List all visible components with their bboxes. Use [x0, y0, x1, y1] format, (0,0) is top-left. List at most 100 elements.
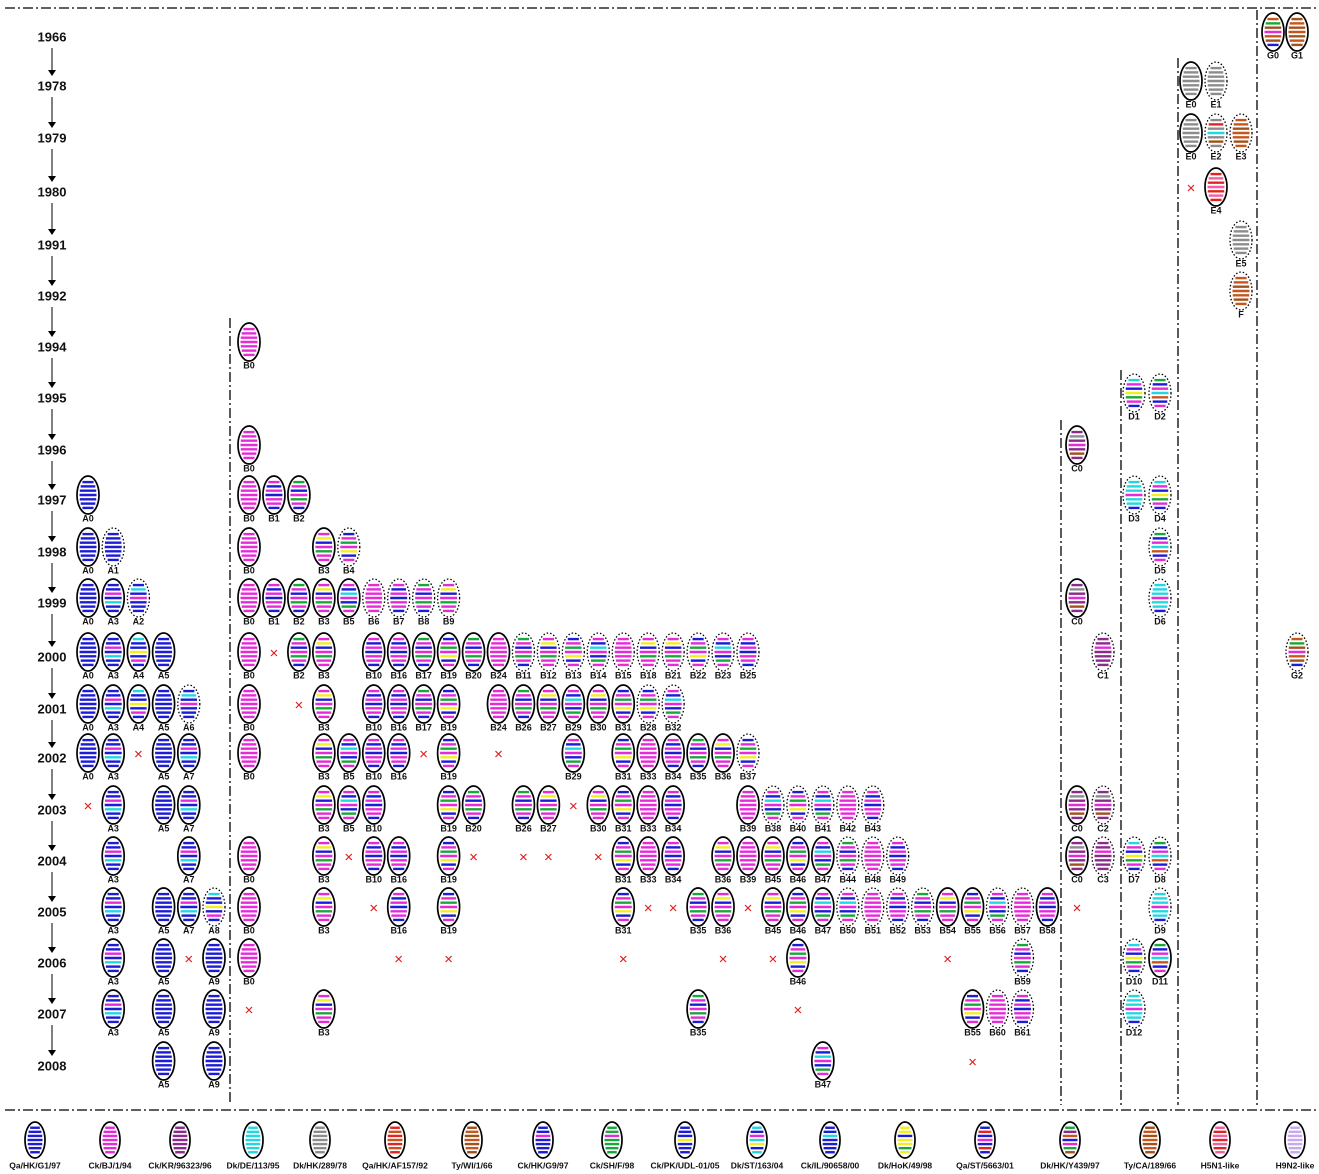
genotype-node	[413, 633, 435, 671]
node-label: B57	[1014, 925, 1031, 935]
genotype-node	[987, 990, 1009, 1028]
node-label: B16	[390, 771, 407, 781]
node-label: B42	[840, 823, 857, 833]
node-label: B33	[640, 823, 657, 833]
node-label: B20	[465, 823, 482, 833]
genotype-node	[1092, 786, 1114, 824]
node-label: G0	[1267, 50, 1279, 60]
arrow-head	[48, 331, 56, 337]
node-label: B48	[864, 874, 881, 884]
node-label: B31	[615, 823, 632, 833]
genotype-node	[887, 837, 909, 875]
node-label: B19	[440, 823, 457, 833]
genotype-node	[77, 579, 99, 617]
node-label: A0	[82, 513, 94, 523]
absent-mark	[371, 905, 377, 911]
genotype-node	[203, 888, 225, 926]
genotype-node	[363, 685, 385, 723]
node-label: B46	[790, 976, 807, 986]
genotype-node	[612, 837, 634, 875]
node-label: B47	[815, 874, 832, 884]
genotype-node	[762, 888, 784, 926]
arrow-head	[48, 947, 56, 953]
node-label: B35	[690, 771, 707, 781]
genotype-node	[238, 633, 260, 671]
legend-swatch	[1140, 1122, 1160, 1158]
absent-mark	[520, 854, 526, 860]
genotype-node	[77, 734, 99, 772]
node-label: B41	[815, 823, 832, 833]
genotype-node	[238, 426, 260, 464]
year-label: 1999	[38, 595, 67, 610]
node-label: B34	[665, 771, 682, 781]
genotype-node	[1205, 62, 1227, 100]
node-label: B3	[318, 670, 330, 680]
genotype-node	[488, 633, 510, 671]
node-label: B3	[318, 1027, 330, 1037]
arrow-head	[48, 229, 56, 235]
genotype-node	[153, 1042, 175, 1080]
genotype-node	[488, 685, 510, 723]
node-label: B53	[914, 925, 931, 935]
node-label: B45	[765, 874, 782, 884]
node-label: B36	[715, 771, 732, 781]
node-label: A4	[133, 670, 145, 680]
node-label: B31	[615, 874, 632, 884]
node-label: E0	[1185, 151, 1196, 161]
node-label: A3	[107, 1027, 119, 1037]
genotype-node	[1180, 62, 1202, 100]
genotype-node	[313, 528, 335, 566]
node-label: A1	[107, 565, 119, 575]
genotype-node	[837, 888, 859, 926]
genotype-node	[687, 888, 709, 926]
genotype-node	[238, 685, 260, 723]
genotype-node	[1230, 272, 1252, 310]
node-label: B51	[864, 925, 881, 935]
node-label: C0	[1071, 616, 1083, 626]
legend-swatch	[385, 1122, 405, 1158]
year-label: 1994	[38, 339, 68, 354]
year-label: 2008	[38, 1058, 67, 1073]
node-label: A2	[133, 616, 145, 626]
node-label: C0	[1071, 874, 1083, 884]
node-label: B35	[690, 1027, 707, 1037]
legend-label: Qa/HK/AF157/92	[362, 1160, 428, 1170]
node-label: A7	[183, 925, 195, 935]
genotype-node	[1286, 13, 1308, 51]
genotype-node	[1066, 837, 1088, 875]
node-label: B61	[1014, 1027, 1031, 1037]
genotype-node	[102, 939, 124, 977]
legend-swatch	[1285, 1122, 1305, 1158]
genotype-node	[338, 786, 360, 824]
genotype-node	[313, 685, 335, 723]
node-label: B55	[964, 925, 981, 935]
node-label: A9	[208, 1027, 220, 1037]
node-label: A3	[107, 722, 119, 732]
node-label: A0	[82, 565, 94, 575]
absent-mark	[570, 803, 576, 809]
genotype-node	[737, 786, 759, 824]
node-label: B0	[243, 874, 255, 884]
legend-swatch	[310, 1122, 330, 1158]
node-label: B44	[840, 874, 857, 884]
genotype-node	[388, 633, 410, 671]
node-label: B19	[440, 874, 457, 884]
node-label: A5	[158, 1027, 170, 1037]
genotype-node	[127, 633, 149, 671]
genotype-node	[1036, 888, 1058, 926]
arrow-head	[48, 1050, 56, 1056]
node-label: B34	[665, 823, 682, 833]
genotype-node	[313, 786, 335, 824]
genotype-node	[1149, 579, 1171, 617]
node-label: B34	[665, 874, 682, 884]
genotype-node	[1149, 374, 1171, 412]
node-label: B0	[243, 670, 255, 680]
genotype-node	[1123, 990, 1145, 1028]
genotype-node	[338, 579, 360, 617]
arrow-head	[48, 176, 56, 182]
legend-swatch	[100, 1122, 120, 1158]
node-label: B10	[365, 722, 382, 732]
genotype-node	[912, 888, 934, 926]
genotype-node	[737, 734, 759, 772]
genotype-node	[1066, 426, 1088, 464]
